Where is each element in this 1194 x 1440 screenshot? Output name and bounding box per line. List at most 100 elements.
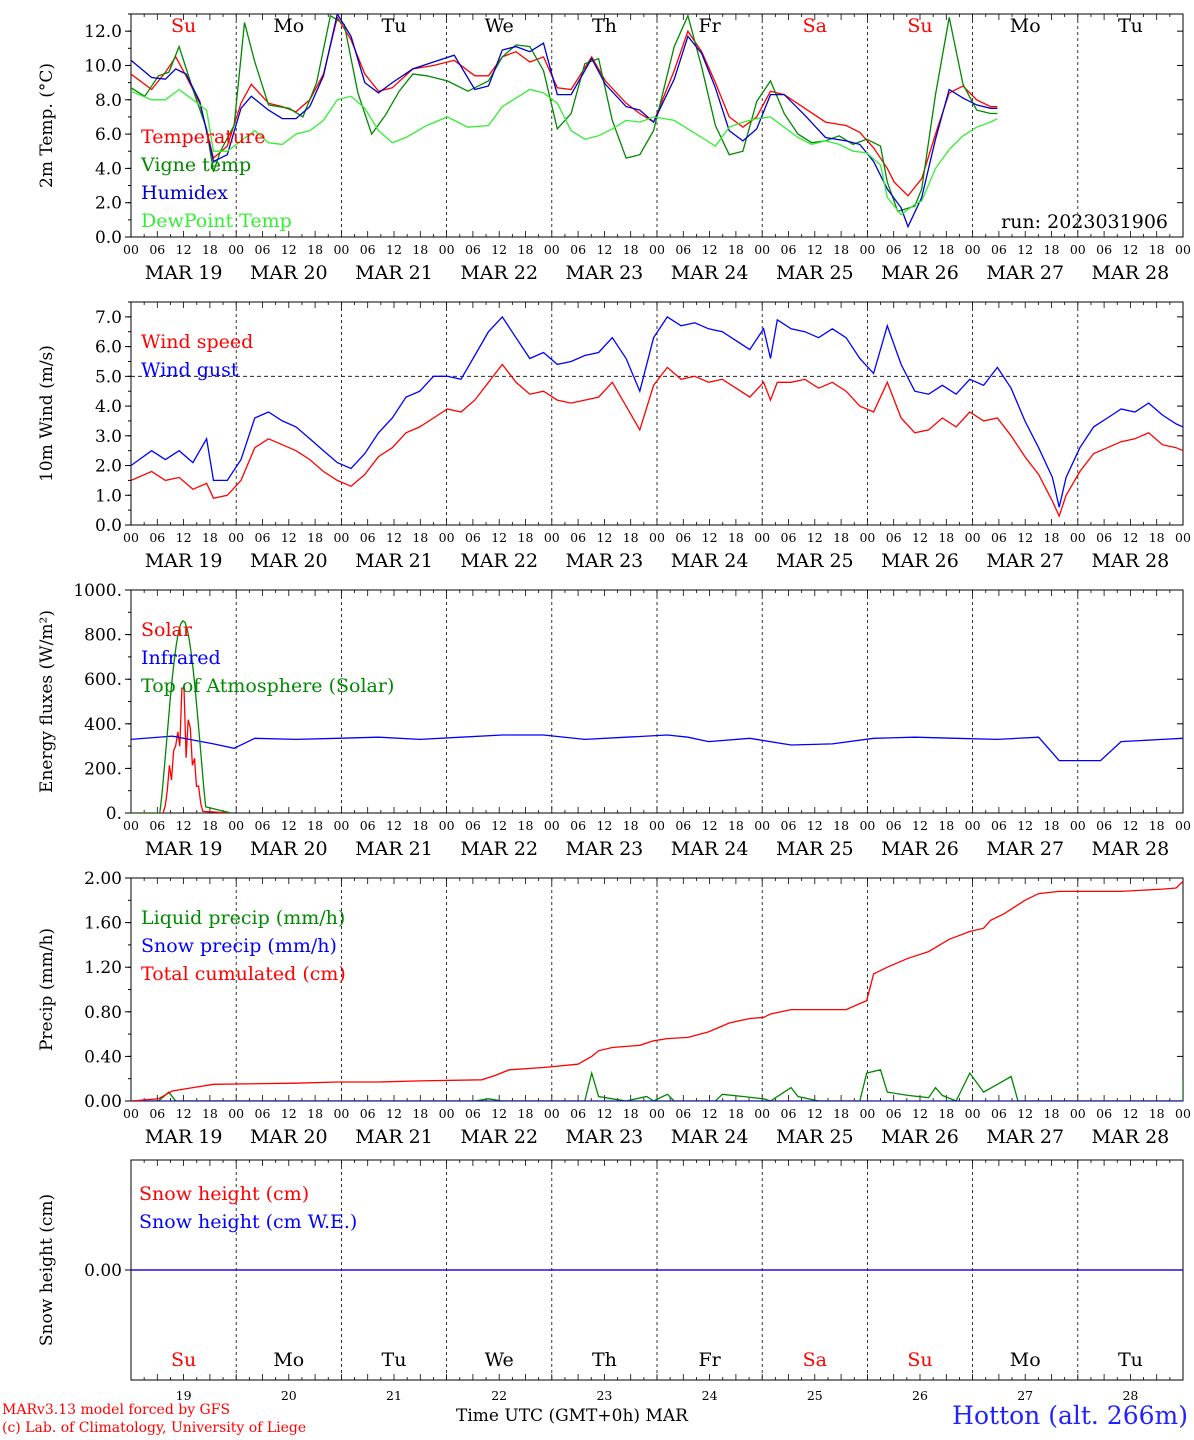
y-tick-label: 0.00: [84, 1261, 122, 1281]
x-hour-label: 12: [807, 818, 823, 833]
x-hour-label: 18: [833, 242, 849, 257]
x-hour-label: 12: [702, 818, 718, 833]
legend-entry: Vigne temp: [140, 154, 251, 176]
x-hour-label: 00: [859, 242, 875, 257]
x-date-label: MAR 20: [250, 262, 328, 284]
x-hour-label: 12: [1017, 530, 1033, 545]
x-hour-label: 12: [702, 1106, 718, 1121]
x-hour-label: 18: [1149, 1106, 1165, 1121]
x-date-label: MAR 23: [566, 838, 644, 860]
x-date-label: MAR 28: [1092, 550, 1170, 572]
x-date-label: MAR 26: [881, 1126, 959, 1148]
x-hour-label: 00: [544, 530, 560, 545]
x-hour-label: 06: [255, 1106, 271, 1121]
x-hour-label: 00: [859, 818, 875, 833]
x-hour-label: 00: [1070, 530, 1086, 545]
y-tick-label: 3.0: [95, 427, 122, 447]
x-hour-label: 18: [623, 242, 639, 257]
x-hour-label: 06: [360, 1106, 376, 1121]
x-hour-label: 18: [1044, 242, 1060, 257]
y-tick-label: 7.0: [95, 308, 122, 328]
x-hour-label: 06: [675, 818, 691, 833]
y-tick-label: 6.0: [95, 125, 122, 145]
x-hour-label: 06: [360, 242, 376, 257]
y-tick-label: 4.0: [95, 159, 122, 179]
day-number: 21: [386, 1388, 402, 1403]
x-hour-label: 12: [596, 242, 612, 257]
legend-entry: Wind gust: [141, 359, 239, 381]
x-hour-label: 06: [360, 818, 376, 833]
x-hour-label: 18: [202, 242, 218, 257]
x-hour-label: 00: [754, 818, 770, 833]
x-date-label: MAR 21: [355, 262, 433, 284]
y-tick-label: 0.0: [95, 228, 122, 248]
x-hour-label: 06: [1096, 242, 1112, 257]
x-hour-label: 18: [1044, 818, 1060, 833]
series-line-wind-speed: [131, 363, 1183, 518]
legend-entry: Top of Atmosphere (Solar): [141, 675, 394, 697]
x-hour-label: 18: [938, 242, 954, 257]
x-hour-label: 18: [202, 818, 218, 833]
y-axis-title: 10m Wind (m/s): [37, 345, 57, 482]
x-hour-label: 18: [518, 1106, 534, 1121]
x-hour-label: 00: [439, 818, 455, 833]
x-date-label: MAR 28: [1092, 1126, 1170, 1148]
day-name-top: Su: [907, 15, 932, 37]
x-hour-label: 00: [1070, 1106, 1086, 1121]
footer-lab-credit: (c) Lab. of Climatology, University of L…: [2, 1420, 307, 1436]
x-date-label: MAR 23: [566, 1126, 644, 1148]
day-name-bottom: Mo: [273, 1349, 304, 1371]
x-hour-label: 12: [912, 818, 928, 833]
x-hour-label: 06: [991, 242, 1007, 257]
x-hour-label: 06: [465, 242, 481, 257]
x-date-label: MAR 25: [776, 1126, 854, 1148]
day-name-bottom: Th: [592, 1349, 617, 1371]
y-tick-label: 1.60: [84, 914, 122, 934]
x-hour-label: 00: [544, 242, 560, 257]
x-hour-label: 18: [518, 818, 534, 833]
x-hour-label: 00: [754, 530, 770, 545]
x-hour-label: 12: [596, 1106, 612, 1121]
day-name-bottom: Fr: [698, 1349, 721, 1371]
y-axis-title: Energy fluxes (W/m²): [37, 610, 57, 793]
x-date-label: MAR 25: [776, 838, 854, 860]
day-name-top: Mo: [273, 15, 304, 37]
day-name-bottom: Su: [171, 1349, 196, 1371]
x-hour-label: 06: [255, 530, 271, 545]
legend-entry: Solar: [141, 619, 193, 641]
series-line-top-of-atmosphere-solar-: [131, 620, 232, 813]
y-tick-label: 2.0: [95, 457, 122, 477]
x-date-label: MAR 19: [145, 1126, 223, 1148]
x-hour-label: 00: [649, 1106, 665, 1121]
y-tick-label: 0.40: [84, 1047, 122, 1067]
x-hour-label: 12: [702, 242, 718, 257]
x-hour-label: 12: [1017, 818, 1033, 833]
x-hour-label: 06: [781, 818, 797, 833]
x-hour-label: 00: [228, 1106, 244, 1121]
x-hour-label: 06: [991, 818, 1007, 833]
x-date-label: MAR 27: [986, 550, 1064, 572]
y-tick-label: 6.0: [95, 338, 122, 358]
x-hour-label: 12: [1017, 1106, 1033, 1121]
x-hour-label: 00: [228, 818, 244, 833]
x-hour-label: 18: [728, 818, 744, 833]
x-hour-label: 18: [1044, 530, 1060, 545]
x-hour-label: 18: [728, 1106, 744, 1121]
x-hour-label: 18: [938, 530, 954, 545]
x-hour-label: 06: [1096, 530, 1112, 545]
x-hour-label: 06: [465, 530, 481, 545]
x-date-label: MAR 24: [671, 838, 749, 860]
day-number: 27: [1017, 1388, 1033, 1403]
panel-3: [125, 589, 1184, 814]
x-hour-label: 12: [596, 818, 612, 833]
x-hour-label: 12: [386, 818, 402, 833]
series-line-total-cumulated-cm-: [131, 880, 1183, 1101]
x-hour-label: 12: [912, 530, 928, 545]
x-hour-label: 18: [833, 530, 849, 545]
x-hour-label: 06: [149, 818, 165, 833]
x-hour-label: 00: [544, 1106, 560, 1121]
x-hour-label: 18: [307, 818, 323, 833]
y-tick-label: 1000.: [73, 581, 122, 601]
x-hour-label: 06: [570, 1106, 586, 1121]
series-line-dewpoint-temp: [131, 88, 998, 216]
